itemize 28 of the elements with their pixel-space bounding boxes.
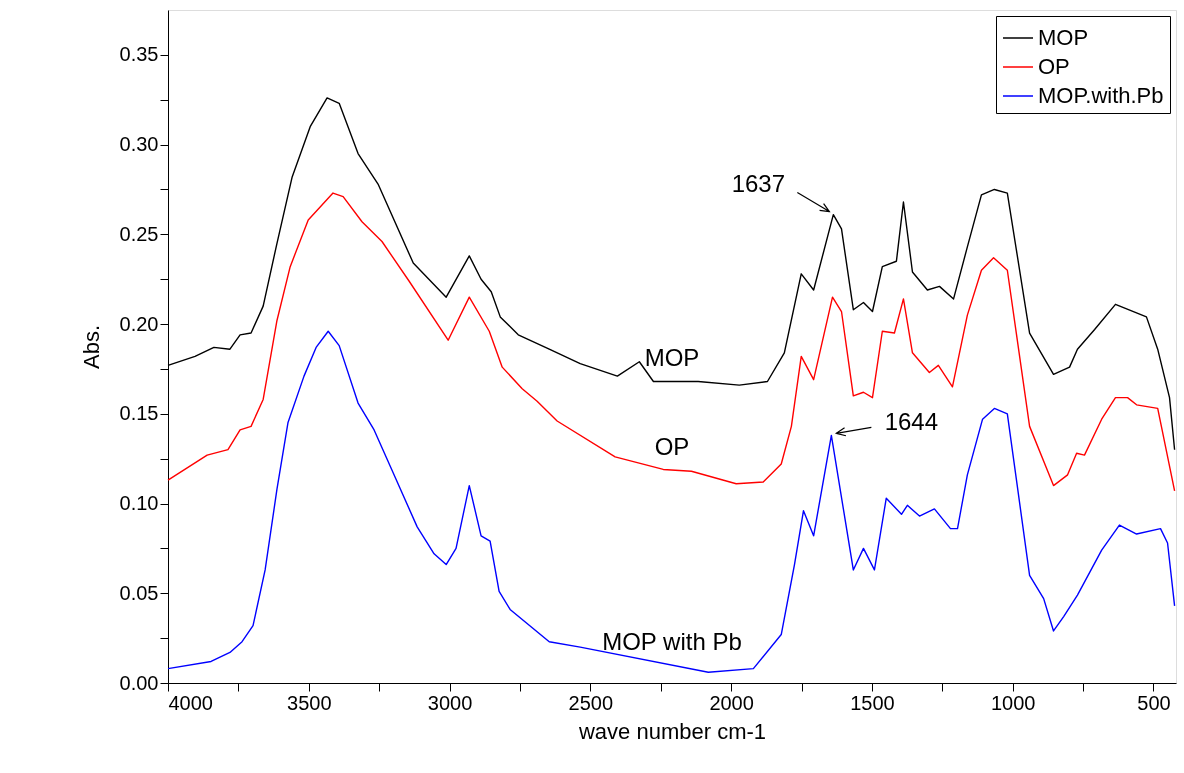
y-tick-label: 0.10 bbox=[119, 492, 159, 515]
y-tick-label: 0.20 bbox=[119, 312, 159, 335]
annotation: 1637 bbox=[731, 169, 786, 197]
annotation: 1644 bbox=[884, 408, 939, 436]
x-axis-title: wave number cm-1 bbox=[577, 718, 767, 744]
legend-label: OP bbox=[1038, 54, 1070, 79]
x-tick-label: 500 bbox=[1137, 691, 1171, 714]
annotation: MOP with Pb bbox=[602, 628, 742, 656]
line-series bbox=[167, 330, 1176, 673]
x-tick-label: 3500 bbox=[287, 691, 332, 714]
x-tick-label: 3000 bbox=[427, 691, 473, 714]
y-tick-label: 0.25 bbox=[119, 222, 159, 245]
annotation: OP bbox=[654, 432, 690, 460]
y-tick-label: 0.30 bbox=[119, 133, 159, 156]
x-tick-label: 4000 bbox=[168, 691, 213, 714]
y-tick-label: 0.05 bbox=[119, 581, 159, 604]
x-tick-label: 2500 bbox=[568, 691, 614, 714]
x-tick-label: 2000 bbox=[709, 691, 754, 714]
legend-label: MOP bbox=[1038, 25, 1089, 50]
y-tick-label: 0.35 bbox=[119, 43, 159, 66]
y-axis-title: Abs. bbox=[78, 324, 104, 370]
y-tick-label: 0.15 bbox=[119, 402, 159, 425]
legend-label: MOP.with.Pb bbox=[1038, 83, 1164, 108]
line-series bbox=[167, 192, 1176, 492]
annotation: MOP bbox=[644, 344, 700, 372]
y-tick-label: 0.00 bbox=[119, 671, 159, 694]
x-tick-label: 1000 bbox=[990, 691, 1036, 714]
x-tick-label: 1500 bbox=[850, 691, 895, 714]
